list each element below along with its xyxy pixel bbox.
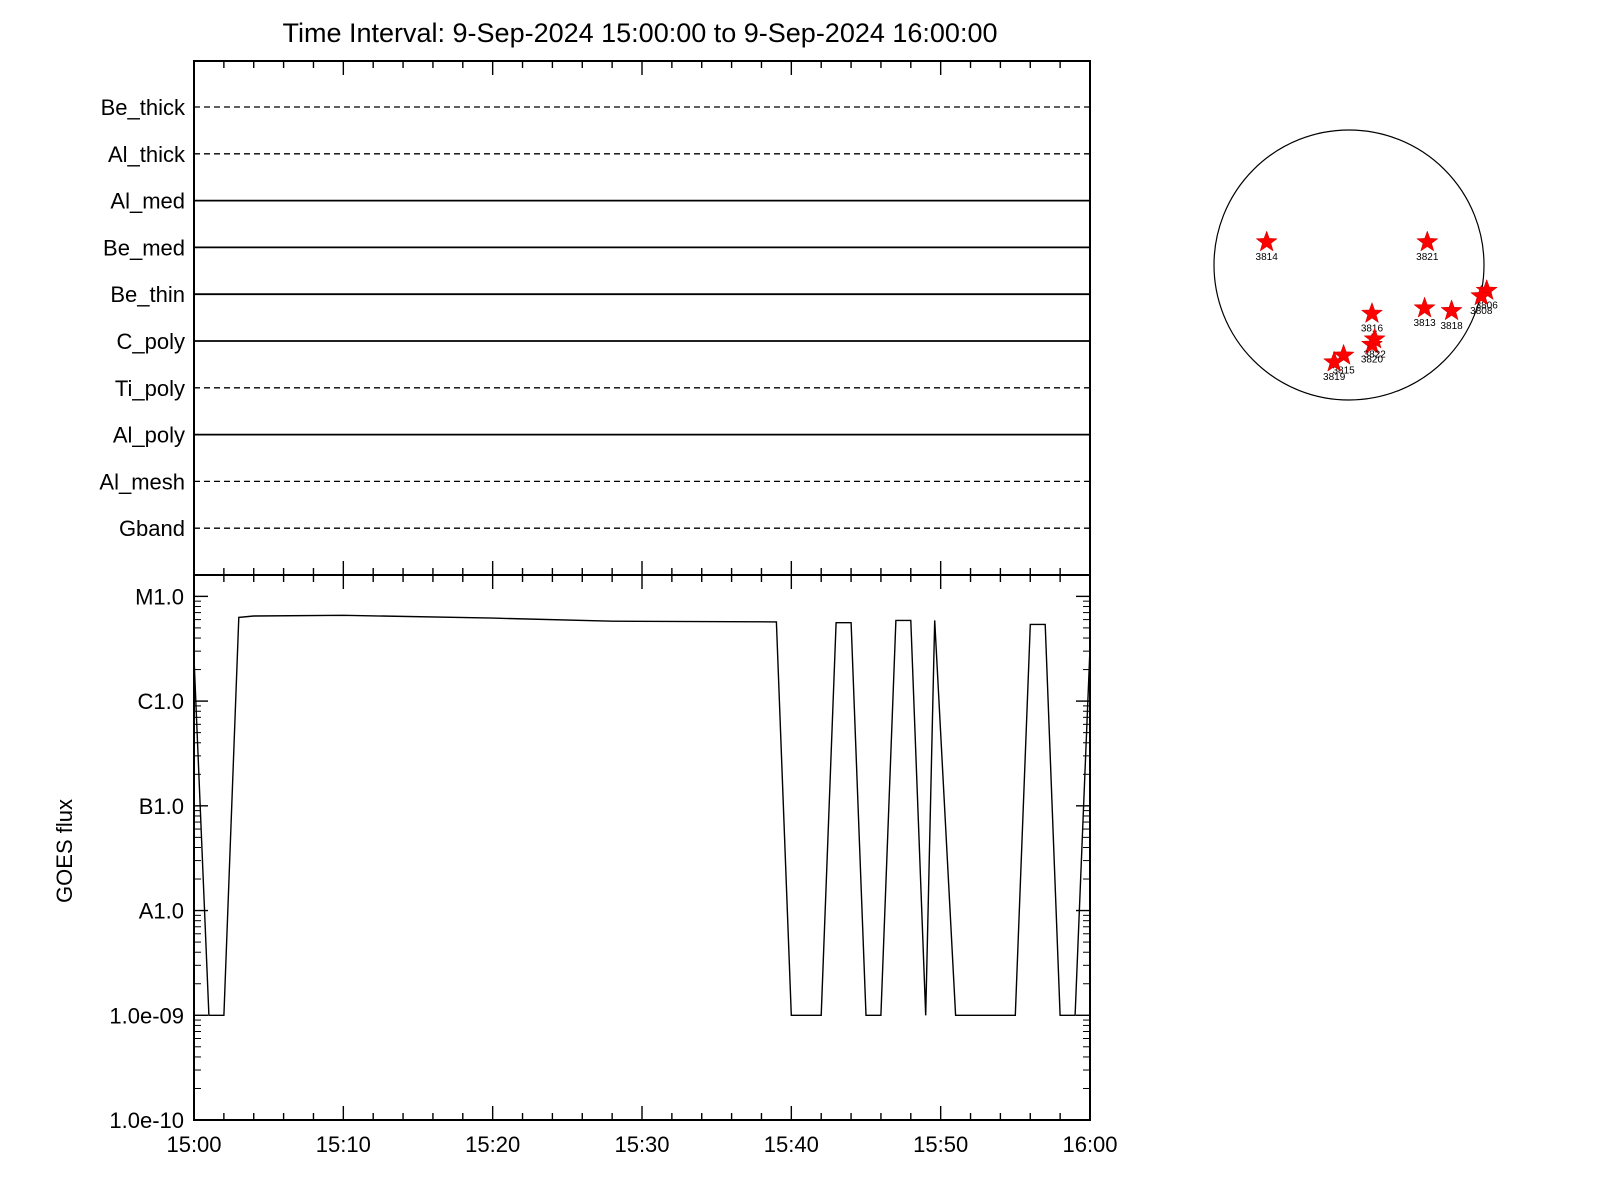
goes-x-axis: 15:00 15:10 15:20 15:30 15:40 15:50 16:00 — [166, 575, 1118, 1157]
active-region-star — [1255, 230, 1278, 252]
x-tick-label: 15:30 — [614, 1132, 669, 1157]
channel-label: C_poly — [117, 329, 185, 354]
x-tick-label: 15:20 — [465, 1132, 520, 1157]
channel-label: Al_poly — [113, 423, 185, 448]
y-tick-label: A1.0 — [139, 899, 184, 924]
x-tick-label: 15:10 — [316, 1132, 371, 1157]
active-region-label: 3815 — [1332, 365, 1355, 376]
channel-label: Gband — [119, 516, 185, 541]
x-tick-label: 15:50 — [913, 1132, 968, 1157]
y-tick-label: M1.0 — [135, 584, 184, 609]
y-tick-label: 1.0e-10 — [109, 1108, 184, 1133]
y-tick-label: C1.0 — [138, 689, 184, 714]
active-region-star — [1332, 343, 1355, 365]
active-region-star — [1440, 299, 1463, 321]
channel-label: Ti_poly — [115, 376, 185, 401]
channel-panel: Be_thick Al_thick Al_med Be_med Be_thin C_pol… — [99, 60, 1091, 576]
x-tick-label: 15:40 — [764, 1132, 819, 1157]
chart-title: Time Interval: 9-Sep-2024 15:00:00 to 9-… — [283, 18, 998, 48]
active-region-label: 3819 — [1323, 372, 1346, 383]
channel-panel-frame — [193, 60, 1091, 576]
channel-label: Be_thick — [101, 95, 186, 120]
active-region-label: 3814 — [1256, 252, 1279, 263]
channel-label: Be_thin — [110, 282, 185, 307]
active-region-star — [1470, 284, 1493, 306]
channel-label: Be_med — [103, 235, 185, 260]
goes-panel: 15:00 15:10 15:20 15:30 15:40 15:50 16:00 M1.0… — [52, 574, 1118, 1157]
active-region-label: 3821 — [1416, 252, 1439, 263]
goes-panel-frame — [193, 574, 1091, 1121]
goes-y-axis: M1.0 C1.0 B1.0 A1.0 1.0e-09 1.0e-10 — [109, 584, 1090, 1133]
y-tick-label: B1.0 — [139, 794, 184, 819]
channel-label: Al_med — [110, 189, 185, 214]
x-tick-label: 15:00 — [166, 1132, 221, 1157]
active-region-label: 3808 — [1470, 306, 1493, 317]
active-region-label: 3816 — [1361, 324, 1384, 335]
active-region-label: 3818 — [1440, 321, 1463, 332]
active-region-star — [1416, 230, 1439, 252]
goes-flux-line — [193, 614, 1091, 1016]
y-tick-label: 1.0e-09 — [109, 1003, 184, 1028]
channel-label: Al_mesh — [99, 469, 185, 494]
active-region-label: 3806 — [1476, 301, 1499, 312]
active-region-star — [1322, 350, 1346, 372]
active-region-star — [1363, 327, 1386, 349]
solar-disk — [1213, 129, 1485, 401]
active-region-label: 3822 — [1364, 349, 1387, 360]
channel-label: Al_thick — [108, 142, 186, 167]
active-region-label: 3813 — [1413, 318, 1436, 329]
active-region-label: 3820 — [1361, 355, 1384, 366]
active-region-star — [1413, 296, 1436, 318]
channel-rows: Be_thick Al_thick Al_med Be_med Be_thin C_pol… — [99, 95, 1090, 541]
goes-y-axis-label: GOES flux — [52, 799, 77, 903]
active-region-star — [1360, 301, 1384, 324]
channel-panel-time-ticks — [193, 61, 1091, 575]
x-tick-label: 16:00 — [1062, 1132, 1117, 1157]
